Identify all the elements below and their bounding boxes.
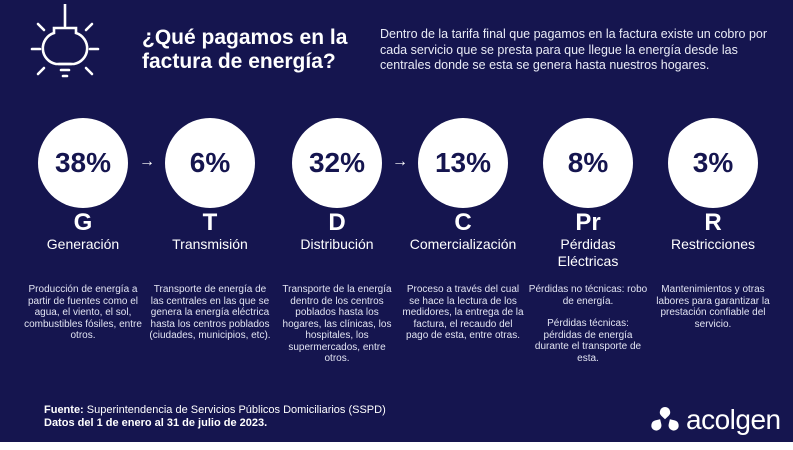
acolgen-logo-icon [651, 407, 679, 431]
component-name: Comercialización [409, 236, 517, 252]
description-paragraph: Mantenimientos y otras labores para gara… [656, 284, 770, 330]
source-label: Fuente: [44, 404, 84, 416]
percent-circle: 6% [165, 118, 255, 208]
component-letter: D [328, 209, 346, 236]
component-description: Proceso a través del cual se hace la lec… [402, 284, 524, 342]
source-text: Superintendencia de Servicios Públicos D… [83, 404, 386, 416]
description-paragraph: Pérdidas técnicas: pérdidas de energía d… [534, 318, 642, 364]
description-paragraph: Proceso a través del cual se hace la lec… [402, 284, 524, 341]
title-line-2: factura de energía? [142, 50, 336, 73]
arrow-right-icon: → [139, 153, 155, 170]
component-description: Producción de energía a partir de fuente… [22, 284, 144, 342]
component-letter: R [704, 209, 722, 236]
lightbulb-icon [30, 4, 100, 78]
component-description: Transporte de energía de las centrales e… [149, 284, 271, 342]
component-perdidas-electricas: 8% Pr Pérdidas Eléctricas [525, 118, 651, 270]
description-paragraph: Transporte de energía de las centrales e… [149, 284, 271, 341]
component-name: Transmisión [172, 236, 248, 252]
component-description: Mantenimientos y otras labores para gara… [652, 284, 774, 330]
source-line: Fuente: Superintendencia de Servicios Pú… [44, 404, 386, 417]
percent-circle: 3% [668, 118, 758, 208]
component-name: Distribución [300, 236, 374, 252]
brand-name: acolgen [686, 404, 781, 435]
component-description: Transporte de la energía dentro de los c… [276, 284, 398, 365]
brand-logo: acolgen [650, 405, 781, 435]
title-line-1: ¿Qué pagamos en la [142, 26, 348, 49]
component-letter: Pr [575, 209, 601, 236]
component-transmision: 6% T Transmisión [147, 118, 273, 253]
percent-circle: 32% [292, 118, 382, 208]
percent-circle: 38% [38, 118, 128, 208]
percent-circle: 8% [543, 118, 633, 208]
description-paragraph: Producción de energía a partir de fuente… [24, 284, 142, 341]
component-generacion: 38% G Generación [20, 118, 146, 253]
component-distribucion: 32% D Distribución [274, 118, 400, 253]
component-letter: G [73, 209, 93, 236]
component-name: Generación [46, 236, 120, 252]
footer: Fuente: Superintendencia de Servicios Pú… [44, 404, 386, 430]
component-comercializacion: 13% C Comercialización [400, 118, 526, 253]
component-description: Pérdidas no técnicas: robo de energía. P… [527, 284, 649, 364]
dates-note: Datos del 1 de enero al 31 de julio de 2… [44, 417, 268, 429]
percent-circle: 13% [418, 118, 508, 208]
component-restricciones: 3% R Restricciones [650, 118, 776, 253]
page-title: ¿Qué pagamos en la factura de energía? [142, 26, 362, 74]
component-letter: T [202, 209, 218, 236]
description-paragraph: Transporte de la energía dentro de los c… [282, 284, 392, 364]
arrow-right-icon: → [392, 153, 408, 170]
component-name-line-1: Pérdidas [560, 236, 616, 252]
component-name: Restricciones [670, 236, 756, 252]
description-paragraph: Pérdidas no técnicas: robo de energía. [528, 284, 648, 307]
intro-text: Dentro de la tarifa final que pagamos en… [380, 27, 768, 72]
component-letter: C [454, 209, 472, 236]
component-name-line-2: Eléctricas [557, 253, 619, 269]
